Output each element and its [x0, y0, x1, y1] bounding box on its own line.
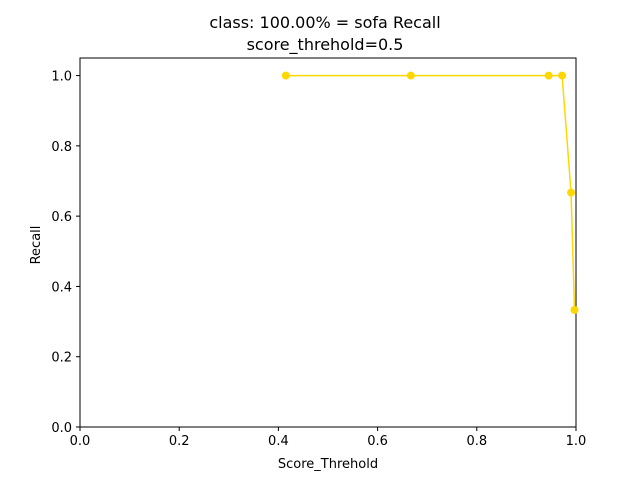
plot-frame — [79, 57, 577, 428]
series-line — [285, 74, 576, 310]
y-tick-label: 0.0 — [51, 421, 72, 436]
data-point — [558, 71, 567, 80]
x-tick-label: 0.8 — [466, 434, 487, 449]
x-tick-label: 0.0 — [70, 434, 91, 449]
y-tick-label: 0.6 — [51, 210, 72, 225]
data-point — [570, 305, 579, 314]
data-point — [281, 71, 290, 80]
x-tick-label: 1.0 — [566, 434, 587, 449]
x-tick-label: 0.6 — [367, 434, 388, 449]
y-tick-label: 0.4 — [51, 280, 72, 295]
y-axis-label: Recall — [29, 226, 44, 265]
data-point — [544, 71, 553, 80]
y-tick-label: 1.0 — [51, 70, 72, 85]
x-axis-label: Score_Threhold — [278, 457, 378, 472]
plot-area: 0.0 0.2 0.4 0.6 0.8 1.0 0.0 0.2 0.4 0.6 0.8 1.0 — [51, 57, 587, 449]
y-tick-label: 0.8 — [51, 140, 72, 155]
x-tick-label: 0.4 — [268, 434, 289, 449]
data-point — [406, 71, 415, 80]
chart-subtitle: score_threhold=0.5 — [247, 35, 404, 55]
data-point — [567, 188, 576, 197]
y-tick-label: 0.2 — [51, 351, 72, 366]
x-tick-label: 0.2 — [169, 434, 190, 449]
chart-title: class: 100.00% = sofa Recall — [209, 13, 440, 32]
